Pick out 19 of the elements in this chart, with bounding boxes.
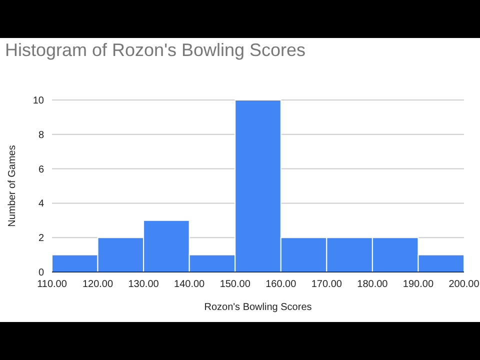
x-tick-label: 190.00 (402, 279, 434, 290)
x-tick-label: 120.00 (82, 279, 114, 290)
x-tick-label: 160.00 (266, 279, 297, 290)
x-tick-label: 110.00 (37, 279, 68, 290)
y-tick-label: 4 (38, 198, 44, 210)
y-tick-label: 2 (38, 233, 44, 244)
x-tick-label: 200.00 (448, 279, 480, 290)
x-tick-label: 130.00 (128, 279, 160, 290)
x-tick-label: 150.00 (220, 279, 251, 290)
y-tick-label: 8 (38, 130, 44, 141)
y-axis-title: Number of Games (7, 145, 18, 227)
y-tick-label: 0 (38, 268, 44, 278)
x-axis-title: Rozon's Bowling Scores (204, 302, 312, 313)
x-tick-label: 140.00 (174, 279, 206, 290)
x-tick-label: 170.00 (311, 279, 342, 290)
y-tick-label: 10 (32, 96, 44, 106)
x-tick-label: 180.00 (357, 279, 388, 290)
y-tick-label: 6 (38, 164, 44, 176)
chart-title: Histogram of Rozon's Bowling Scores (5, 40, 306, 60)
